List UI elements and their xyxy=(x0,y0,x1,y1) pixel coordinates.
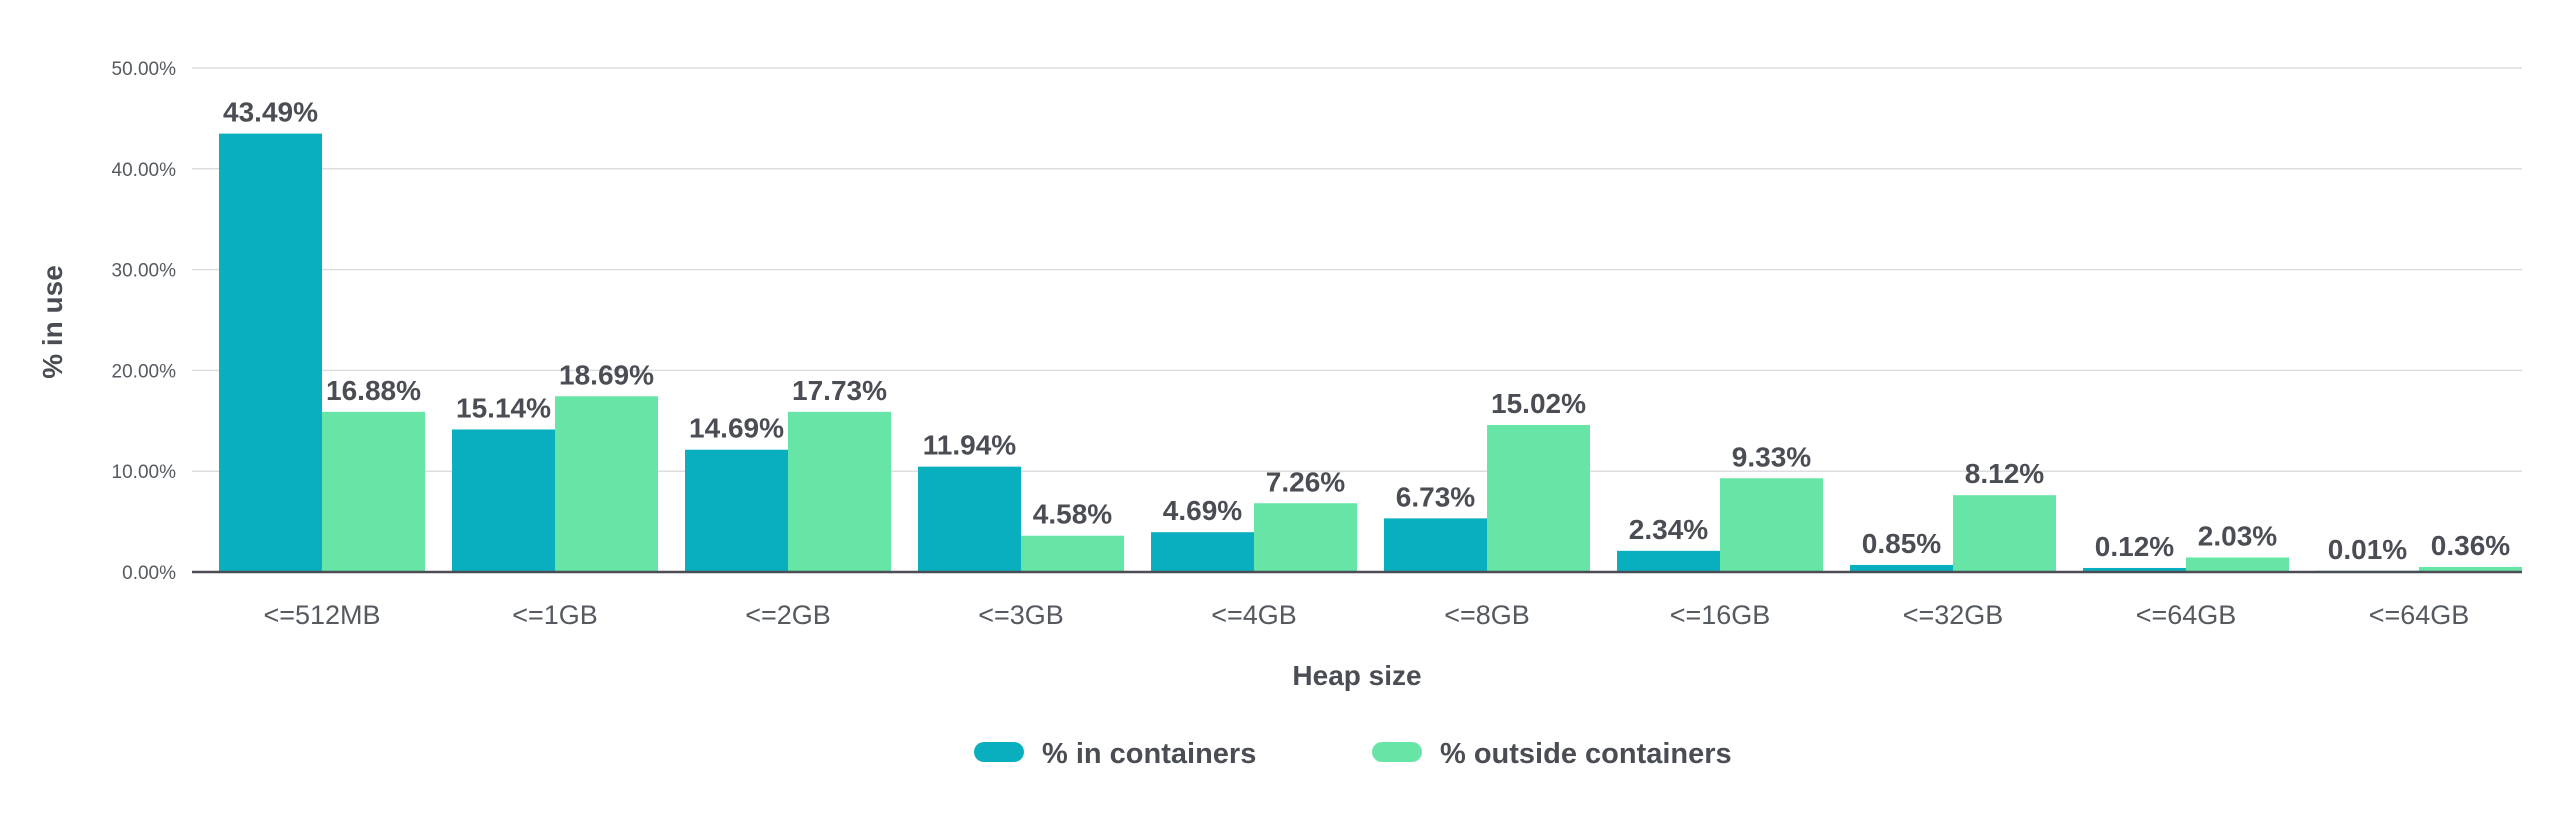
data-label: 18.69% xyxy=(559,359,654,390)
x-category-label: <=2GB xyxy=(745,600,831,630)
y-axis-title: % in use xyxy=(37,265,68,379)
bar-outside-containers xyxy=(1487,425,1590,572)
x-category-label: <=1GB xyxy=(512,600,598,630)
bar-outside-containers xyxy=(322,411,425,572)
x-category-label: <=16GB xyxy=(1670,600,1771,630)
bar-outside-containers xyxy=(788,411,891,572)
bar-in-containers xyxy=(1384,518,1487,572)
data-label: 0.85% xyxy=(1862,528,1941,559)
data-label: 0.12% xyxy=(2095,531,2174,562)
bar-outside-containers xyxy=(1254,503,1357,572)
x-category-label: <=64GB xyxy=(2136,600,2237,630)
x-category-label: <=512MB xyxy=(263,600,380,630)
y-tick-label: 30.00% xyxy=(112,261,177,282)
data-label: 2.03% xyxy=(2198,520,2277,551)
data-label: 6.73% xyxy=(1396,481,1475,512)
data-label: 8.12% xyxy=(1965,458,2044,489)
legend-label-outside-containers: % outside containers xyxy=(1440,738,1732,770)
data-label: 16.88% xyxy=(326,375,421,406)
gridlines xyxy=(192,67,2522,472)
bar-outside-containers xyxy=(1720,478,1823,572)
bars xyxy=(219,133,2522,573)
x-category-label: <=32GB xyxy=(1903,600,2004,630)
legend-label-in-containers: % in containers xyxy=(1042,738,1256,770)
legend: % in containers % outside containers xyxy=(974,738,1732,770)
y-tick-label: 40.00% xyxy=(112,160,177,181)
data-labels: 43.49% 16.88% 15.14% 18.69% 14.69% 17.73% 11.9… xyxy=(223,97,2510,565)
x-axis-title: Heap size xyxy=(1292,660,1421,691)
bar-outside-containers xyxy=(2186,557,2289,572)
data-label: 43.49% xyxy=(223,97,318,128)
bar-in-containers xyxy=(1850,564,1953,572)
bar-in-containers xyxy=(452,429,555,572)
bar-outside-containers xyxy=(1021,535,1124,572)
data-label: 17.73% xyxy=(792,375,887,406)
y-tick-label: 50.00% xyxy=(112,59,177,80)
x-category-label: <=4GB xyxy=(1211,600,1297,630)
legend-swatch-outside-containers xyxy=(1372,742,1422,762)
data-label: 15.02% xyxy=(1491,388,1586,419)
x-category-label: <=8GB xyxy=(1444,600,1530,630)
bar-in-containers xyxy=(918,466,1021,572)
data-label: 4.69% xyxy=(1163,495,1242,526)
x-axis-category-labels: <=512MB <=1GB <=2GB <=3GB <=4GB <=8GB <=16GB <=… xyxy=(263,600,2469,630)
bar-in-containers xyxy=(1151,532,1254,572)
data-label: 0.01% xyxy=(2328,534,2407,565)
data-label: 2.34% xyxy=(1629,514,1708,545)
bar-outside-containers xyxy=(2419,566,2522,572)
data-label: 11.94% xyxy=(923,430,1017,461)
data-label: 4.58% xyxy=(1033,499,1112,530)
bar-in-containers xyxy=(1617,550,1720,572)
data-label: 7.26% xyxy=(1266,466,1345,497)
legend-swatch-in-containers xyxy=(974,742,1024,762)
bar-in-containers xyxy=(2083,567,2186,572)
bar-outside-containers xyxy=(555,396,658,572)
data-label: 15.14% xyxy=(456,392,551,423)
y-tick-label: 0.00% xyxy=(122,563,176,584)
bar-outside-containers xyxy=(1953,495,2056,572)
x-category-label: <=3GB xyxy=(978,600,1064,630)
y-axis-ticks: 0.00% 10.00% 20.00% 30.00% 40.00% 50.00% xyxy=(112,59,177,584)
y-tick-label: 10.00% xyxy=(112,462,177,483)
bar-in-containers xyxy=(685,449,788,572)
data-label: 14.69% xyxy=(689,413,784,444)
data-label: 0.36% xyxy=(2431,530,2510,561)
bar-in-containers xyxy=(219,133,322,573)
x-category-label: <=64GB xyxy=(2369,600,2470,630)
data-label: 9.33% xyxy=(1732,441,1811,472)
y-tick-label: 20.00% xyxy=(112,361,177,382)
